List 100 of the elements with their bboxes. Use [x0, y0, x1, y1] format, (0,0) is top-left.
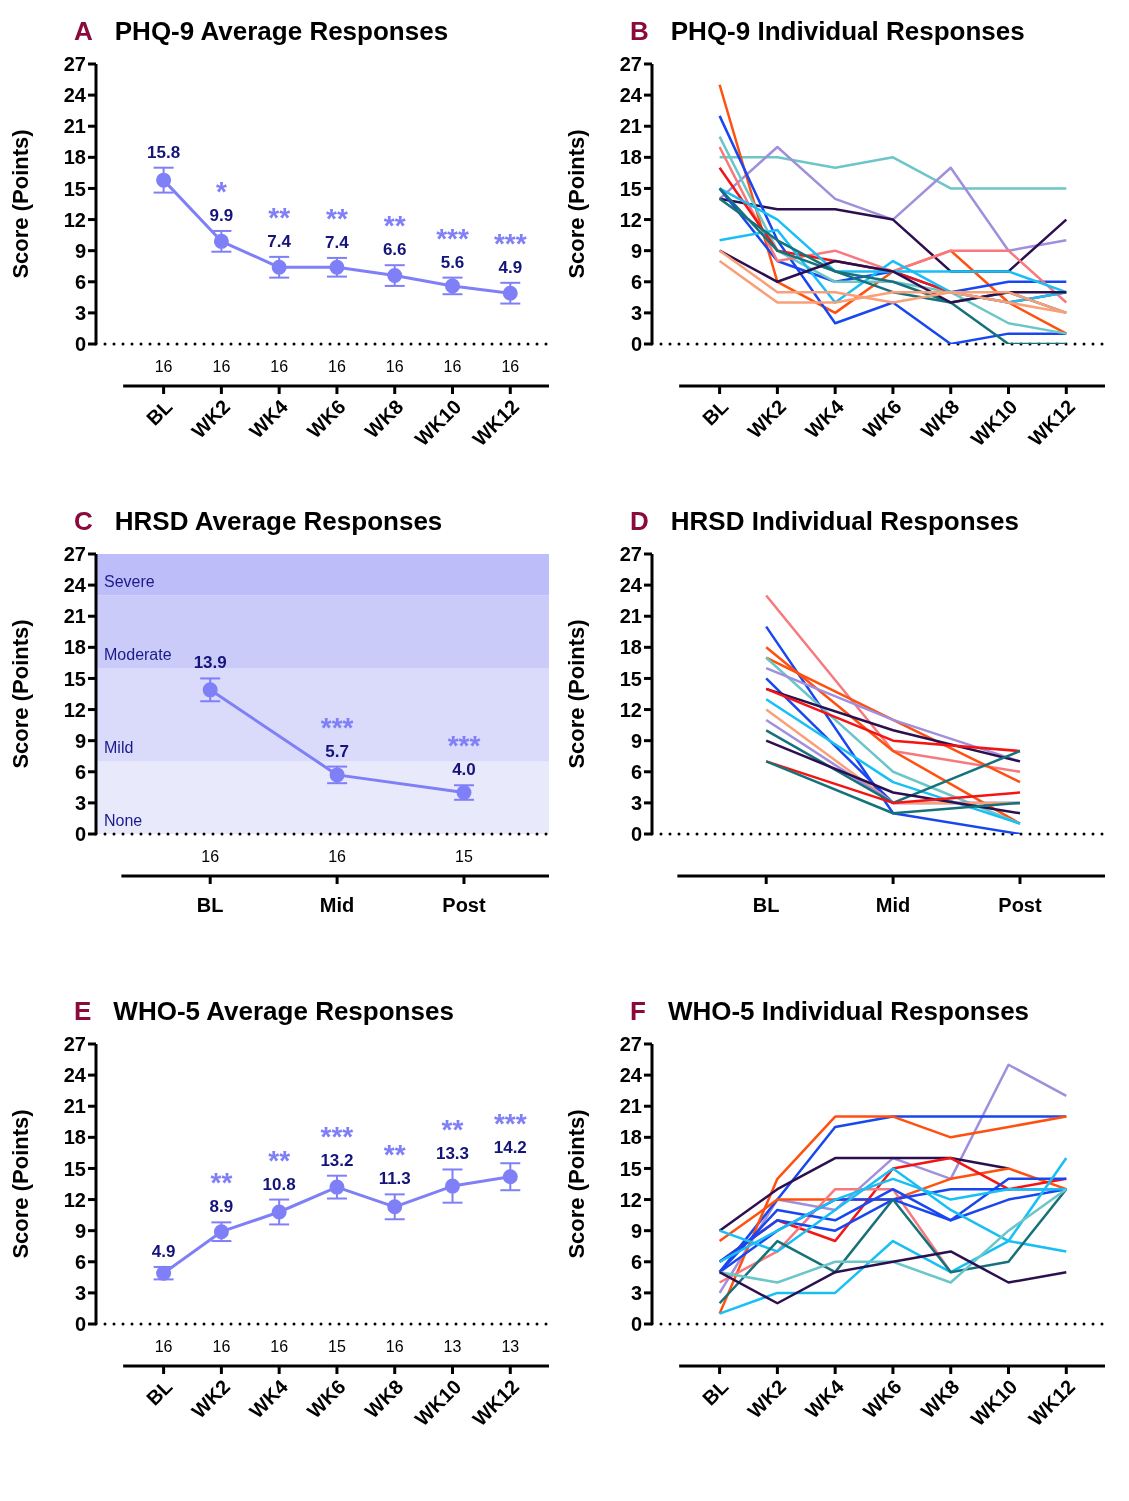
text: 16: [501, 358, 520, 375]
text: 16: [201, 848, 220, 865]
y-tick-label: 15: [619, 177, 642, 200]
y-tick-label: 3: [74, 1281, 86, 1304]
y-tick-label: 18: [63, 636, 86, 659]
text: 16: [328, 848, 347, 865]
data-label: 11.3: [378, 1169, 411, 1189]
y-tick-label: 21: [63, 605, 86, 628]
x-tick-label: BL: [752, 894, 780, 916]
y-tick-label: 9: [630, 729, 642, 752]
data-label: 5.6: [440, 252, 465, 272]
annotation: ***: [436, 222, 469, 254]
y-tick-label: 24: [63, 1064, 87, 1087]
annotation: *: [215, 175, 227, 207]
text: 15: [328, 1338, 346, 1355]
y-axis-title: Score (Points): [7, 129, 33, 279]
y-tick-label: 3: [630, 1281, 642, 1304]
annotation: **: [268, 201, 291, 233]
text: 16: [154, 358, 173, 375]
data-label: 14.2: [493, 1138, 527, 1158]
y-tick-label: 9: [74, 239, 86, 262]
y-tick-label: 12: [619, 1188, 642, 1211]
y-tick-label: 12: [63, 1188, 86, 1211]
data-label: 15.8: [147, 142, 181, 162]
y-tick-label: 24: [63, 574, 87, 597]
y-tick-label: 21: [619, 1095, 642, 1118]
annotation: **: [383, 210, 406, 242]
y-tick-label: 3: [74, 301, 86, 324]
y-axis-title: Score (Points): [563, 1109, 589, 1259]
data-label: 13.3: [435, 1144, 470, 1164]
text: 16: [154, 1338, 173, 1355]
chart-title: HRSD Individual Responses: [670, 505, 1019, 537]
y-tick-label: 21: [619, 115, 642, 138]
y-tick-label: 3: [630, 791, 642, 814]
y-tick-label: 27: [619, 1033, 642, 1056]
text: 13: [501, 1338, 520, 1355]
y-tick-label: 27: [63, 543, 86, 566]
y-tick-label: 18: [63, 146, 86, 169]
y-tick-label: 6: [630, 760, 642, 783]
y-tick-label: 24: [619, 84, 643, 107]
text: 16: [212, 358, 231, 375]
annotation: ***: [493, 227, 527, 259]
y-tick-label: 18: [63, 1126, 86, 1149]
chart-title: PHQ-9 Individual Responses: [670, 15, 1025, 47]
x-tick-label: BL: [196, 894, 224, 916]
chart-title: WHO-5 Individual Responses: [667, 995, 1030, 1027]
annotation: ***: [320, 711, 354, 743]
annotation: ***: [447, 730, 481, 762]
y-tick-label: 21: [619, 605, 642, 628]
y-tick-label: 27: [63, 1033, 86, 1056]
text: 16: [385, 1338, 404, 1355]
text: 16: [385, 358, 404, 375]
y-tick-label: 6: [630, 1250, 642, 1273]
y-tick-label: 9: [74, 729, 86, 752]
data-label: 7.4: [267, 231, 292, 251]
data-label: 5.7: [325, 741, 349, 761]
y-tick-label: 0: [630, 333, 642, 356]
text: 16: [328, 358, 346, 375]
chart-title: PHQ-9 Average Responses: [114, 15, 449, 47]
y-tick-label: 0: [74, 1313, 86, 1336]
data-label: 4.9: [151, 1241, 176, 1261]
text: A: [74, 15, 93, 47]
y-tick-label: 3: [630, 301, 642, 324]
y-tick-label: 0: [74, 333, 86, 356]
y-axis-title: Score (Points): [563, 619, 589, 769]
y-axis-title: Score (Points): [7, 1109, 33, 1259]
y-tick-label: 6: [74, 270, 86, 293]
y-tick-label: 0: [630, 823, 642, 846]
y-tick-label: 12: [63, 698, 86, 721]
band-label: None: [104, 812, 143, 829]
x-tick-label: BL: [698, 1375, 733, 1410]
text: F: [630, 995, 646, 1027]
chart-title: HRSD Average Responses: [114, 505, 443, 537]
band-label: Moderate: [104, 646, 172, 664]
y-tick-label: 3: [74, 791, 86, 814]
text: E: [74, 995, 92, 1027]
y-tick-label: 21: [63, 1095, 86, 1118]
data-label: 9.9: [209, 205, 234, 225]
text: D: [630, 505, 649, 537]
y-tick-label: 27: [619, 543, 642, 566]
y-tick-label: 9: [630, 1219, 642, 1242]
text: 16: [212, 1338, 231, 1355]
y-tick-label: 12: [619, 698, 642, 721]
y-tick-label: 15: [63, 1157, 86, 1180]
y-tick-label: 15: [619, 667, 642, 690]
y-tick-label: 18: [619, 146, 642, 169]
text: 15: [455, 848, 473, 865]
annotation: **: [210, 1167, 233, 1199]
text: 16: [443, 358, 462, 375]
data-label: 8.9: [209, 1197, 234, 1217]
y-tick-label: 6: [74, 1250, 86, 1273]
data-label: 4.9: [498, 257, 523, 277]
annotation: **: [326, 202, 348, 234]
chart-title: WHO-5 Average Responses: [113, 995, 454, 1027]
y-tick-label: 18: [619, 636, 642, 659]
data-label: 13.2: [320, 1150, 354, 1170]
y-tick-label: 12: [619, 208, 642, 231]
annotation: **: [383, 1139, 406, 1171]
y-tick-label: 27: [63, 53, 86, 76]
y-tick-label: 24: [619, 574, 643, 597]
